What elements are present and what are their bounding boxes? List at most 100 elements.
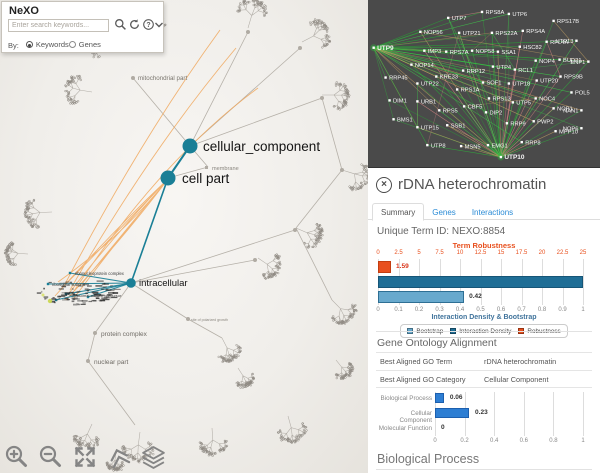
ontology-node[interactable]: cell part [160, 170, 230, 187]
gene-node[interactable]: BMS1 [392, 117, 413, 123]
gene-node[interactable]: DIP2 [484, 111, 502, 117]
gene-node[interactable]: RRP45 [384, 76, 408, 82]
gene-node[interactable]: URB1 [416, 100, 436, 106]
ontology-node[interactable]: cellular_component [182, 138, 321, 155]
gridline [583, 392, 584, 436]
gene-node[interactable]: UTP18 [507, 82, 531, 88]
go-category-chart: 0 0.2 0.4 0.6 0.8 1 Biological Process 0.06 Cell… [378, 392, 586, 446]
gene-node[interactable]: NOP4 [534, 59, 556, 65]
collapse-icon[interactable] [106, 444, 132, 470]
gene-node[interactable]: SOF1 [481, 81, 502, 87]
layers-icon[interactable] [140, 444, 167, 471]
gene-node[interactable]: EMG1 [486, 143, 508, 149]
gene-node[interactable]: RRP9 [505, 121, 526, 127]
gene-node[interactable]: RPS13 [487, 97, 511, 103]
gridline [553, 392, 555, 436]
gene-node[interactable]: NOP6 [563, 126, 583, 132]
gene-node[interactable]: RRP8 [520, 140, 541, 146]
gene-node[interactable]: RPS22A [490, 31, 518, 37]
gene-node[interactable]: SSA1 [496, 50, 516, 56]
gene-node[interactable]: UTP8 [426, 143, 446, 149]
gridline [494, 392, 496, 436]
gene-node[interactable]: UTP10 [497, 153, 525, 162]
interaction-network-panel[interactable]: UTP9 UTP10 UTP7 NOP56 UTP21 RPS8A UTP6 RPS17B RP… [368, 0, 600, 168]
tab-interactions[interactable]: Interactions [471, 208, 514, 217]
tab-summary[interactable]: Summary [372, 203, 425, 221]
go-score-bar [435, 408, 469, 418]
gene-node[interactable]: RPS17B [552, 19, 579, 25]
ontology-node[interactable]: intracellular [126, 278, 188, 289]
gene-node[interactable]: RPS5 [438, 109, 458, 115]
gene-node[interactable]: CBF5 [462, 105, 482, 111]
gene-node[interactable]: RPS8A [480, 10, 505, 16]
gene-node[interactable]: POL5 [570, 91, 590, 97]
gene-node[interactable]: NOP14 [410, 63, 435, 69]
gene-node[interactable]: RPS7A [445, 50, 469, 56]
gene-node[interactable]: UTP22 [416, 82, 439, 88]
gene-node[interactable]: HSC82 [518, 45, 542, 51]
gene-node[interactable]: MPP10 [554, 129, 578, 135]
dense-term-cluster[interactable] [36, 280, 121, 306]
gene-node[interactable]: KRE33 [435, 75, 458, 81]
gene-node[interactable]: RPS4A [521, 29, 546, 35]
gene-node[interactable]: UTP9 [370, 44, 394, 52]
svg-text:UTP20: UTP20 [540, 79, 558, 85]
gene-node[interactable]: UTP5 [511, 101, 531, 107]
chevron-down-icon[interactable] [154, 21, 164, 29]
axis-tick: 0.2 [460, 438, 469, 444]
svg-text:nuclear part: nuclear part [94, 359, 129, 366]
radio-keywords[interactable]: Keywords [25, 40, 69, 49]
gene-node[interactable]: UTP21 [457, 31, 481, 37]
help-icon[interactable]: ? [142, 18, 155, 31]
gene-node[interactable]: RRP12 [461, 69, 485, 75]
gene-node[interactable]: NAN1 [563, 109, 583, 115]
gene-node[interactable]: UTP20 [535, 79, 558, 85]
svg-text:NOP58: NOP58 [476, 49, 495, 55]
tab-genes[interactable]: Genes [432, 208, 456, 217]
zoom-in-icon[interactable] [4, 444, 30, 470]
svg-text:RRP45: RRP45 [389, 76, 408, 82]
radio-genes[interactable]: Genes [68, 40, 101, 49]
gene-node[interactable]: UTP7 [447, 16, 466, 22]
gene-node[interactable]: SSB1 [446, 123, 465, 129]
svg-text:DIM1: DIM1 [393, 99, 407, 105]
gene-node[interactable]: ENP1 [570, 60, 590, 66]
zoom-out-icon[interactable] [38, 444, 64, 470]
gene-node[interactable]: PWP2 [532, 119, 554, 125]
term-title: rDNA heterochromatin [398, 176, 547, 193]
gene-node[interactable]: RPS1A [455, 88, 480, 94]
svg-text:UTP21: UTP21 [463, 31, 481, 37]
svg-text:UTP18: UTP18 [512, 82, 530, 88]
gene-node[interactable]: RPL4A [545, 40, 568, 46]
svg-text:protein complex: protein complex [101, 331, 148, 338]
gene-node[interactable]: UTP13 [556, 39, 578, 45]
gene-node[interactable]: NOP1 [552, 107, 573, 113]
gene-node[interactable]: UTP15 [416, 125, 439, 131]
search-input[interactable] [8, 19, 109, 32]
gene-node[interactable]: NOP58 [470, 49, 495, 55]
bottom-axis-tick: 0.9 [558, 307, 567, 313]
gene-node[interactable]: MSN5 [459, 144, 481, 150]
ontology-graph-canvas[interactable]: mitochondrial part membrane protein comple… [0, 0, 368, 473]
gene-node[interactable]: UTP6 [507, 12, 527, 18]
gene-node[interactable]: NOP56 [419, 30, 443, 36]
go-score-value: 0.23 [475, 409, 488, 416]
svg-text:RPS13: RPS13 [492, 97, 510, 103]
svg-text:KRE33: KRE33 [440, 75, 458, 81]
fit-screen-icon[interactable] [72, 444, 98, 470]
gene-node[interactable]: IMP3 [423, 49, 441, 55]
graph-edges [87, 31, 343, 426]
gene-node[interactable]: DIM1 [388, 99, 407, 105]
svg-text:MPP10: MPP10 [559, 129, 578, 135]
refresh-icon[interactable] [128, 18, 141, 31]
gene-node[interactable]: NOC4 [534, 97, 556, 103]
divider [376, 331, 592, 332]
gene-node[interactable]: RCL1 [513, 68, 533, 74]
svg-text:intracellular: intracellular [139, 278, 188, 289]
robustness-value: 1.59 [396, 263, 409, 270]
gene-node[interactable]: UTP4 [491, 65, 512, 71]
search-icon[interactable] [114, 18, 127, 31]
close-icon[interactable]: × [376, 177, 392, 193]
gene-node[interactable]: RPS9B [559, 75, 583, 81]
gene-node[interactable]: BUD21 [558, 58, 582, 64]
